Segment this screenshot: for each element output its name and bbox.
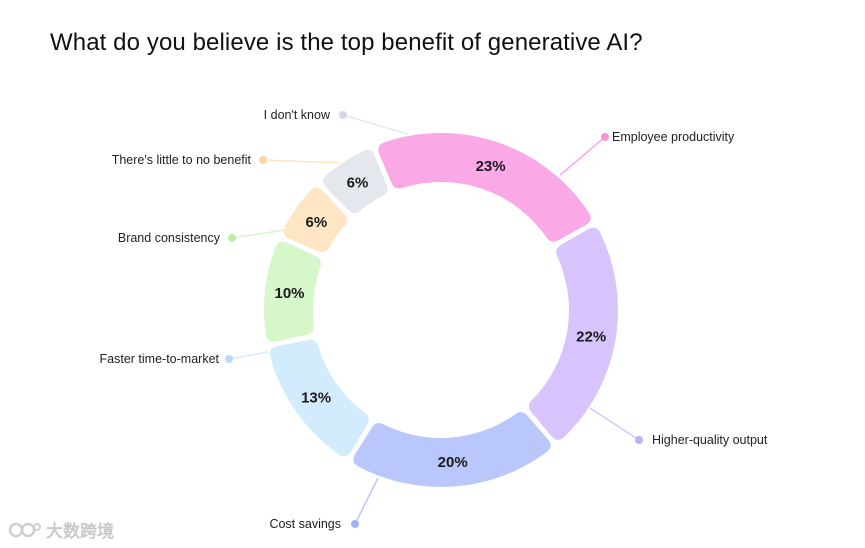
chart-title: What do you believe is the top benefit o… (50, 29, 643, 56)
legend-dot-there-s-little-to-no-benefit (259, 156, 267, 164)
value-label-cost-savings: 20% (438, 454, 468, 471)
category-label-higher-quality-output: Higher-quality output (652, 433, 768, 447)
leader-line-higher-quality-output (589, 407, 640, 441)
slice-brand-consistency[interactable] (263, 241, 322, 342)
slice-cost-savings[interactable] (353, 412, 551, 488)
value-label-employee-productivity: 23% (476, 158, 506, 175)
slice-i-don-t-know[interactable] (323, 149, 388, 214)
category-label-brand-consistency: Brand consistency (118, 231, 221, 245)
value-label-higher-quality-output: 22% (576, 329, 606, 346)
category-label-i-don-t-know: I don't know (264, 108, 331, 122)
legend-dot-cost-savings (351, 520, 359, 528)
category-label-faster-time-to-market: Faster time-to-market (100, 352, 220, 366)
category-label-cost-savings: Cost savings (269, 517, 341, 531)
value-label-brand-consistency: 10% (274, 285, 304, 302)
value-label-there-s-little-to-no-benefit: 6% (306, 214, 328, 231)
leader-line-cost-savings (354, 477, 379, 525)
leader-line-faster-time-to-market (228, 351, 269, 360)
slice-faster-time-to-market[interactable] (269, 339, 369, 457)
legend-dot-higher-quality-output (635, 436, 643, 444)
leader-line-i-don-t-know (342, 114, 409, 135)
slice-higher-quality-output[interactable] (528, 227, 618, 440)
legend-dot-faster-time-to-market (225, 355, 233, 363)
leader-line-there-s-little-to-no-benefit (262, 159, 341, 164)
watermark-text: 大数跨境 (46, 522, 114, 541)
value-label-i-don-t-know: 6% (347, 174, 369, 191)
slice-there-s-little-to-no-benefit[interactable] (283, 187, 348, 253)
category-label-employee-productivity: Employee productivity (612, 130, 735, 144)
value-label-faster-time-to-market: 13% (301, 390, 331, 407)
legend-dot-employee-productivity (601, 133, 609, 141)
legend-dot-i-don-t-know (339, 111, 347, 119)
leader-line-brand-consistency (231, 229, 286, 239)
leader-line-employee-productivity (559, 136, 606, 176)
watermark: 大数跨境 (8, 517, 114, 542)
category-label-there-s-little-to-no-benefit: There's little to no benefit (112, 153, 252, 167)
slice-employee-productivity[interactable] (378, 132, 591, 242)
watermark-logo-icon (8, 522, 41, 537)
legend-dot-brand-consistency (228, 234, 236, 242)
